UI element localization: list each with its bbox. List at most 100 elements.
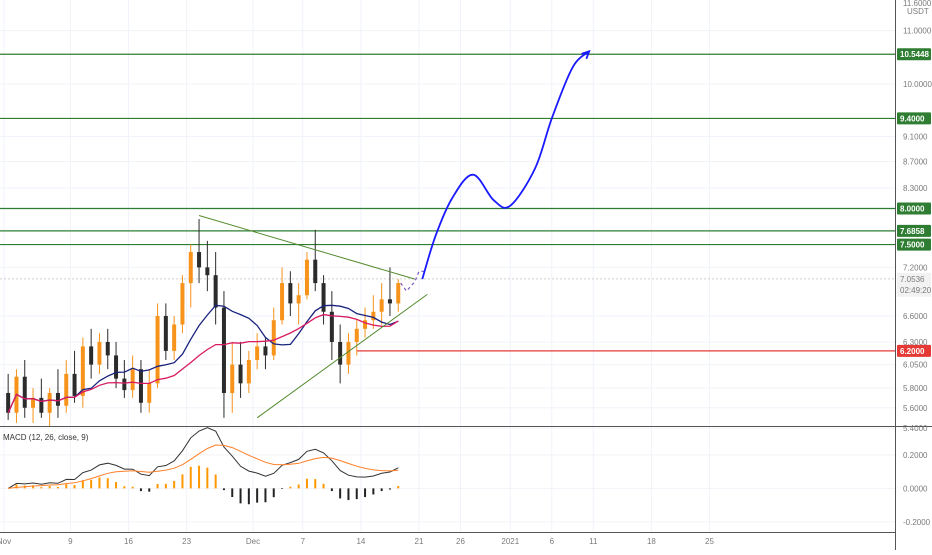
candle-body [6, 392, 11, 413]
drawings-layer [198, 49, 591, 419]
candle-body [138, 369, 143, 403]
macd-tick-label: -0.2000 [903, 518, 931, 527]
time-tick-label: 9 [68, 537, 73, 546]
candle-body [296, 295, 301, 304]
time-tick-label: 25 [705, 537, 714, 546]
candle-body [304, 259, 309, 296]
price-tick-label: 6.6000 [903, 312, 928, 321]
candle-body [321, 283, 326, 312]
candle-body [39, 397, 44, 413]
currency-label: USDT [907, 7, 929, 16]
price-badge [897, 224, 931, 237]
candle-body [313, 259, 318, 284]
candle-body [379, 299, 384, 312]
candle-body [396, 283, 401, 304]
projection-dashed-path [400, 270, 428, 293]
candle-body [105, 341, 110, 356]
candle-body [238, 364, 243, 384]
macd-tick-label: 0.0000 [903, 484, 928, 493]
time-tick-label: 23 [182, 537, 191, 546]
price-badge [897, 112, 931, 125]
candle-body [22, 376, 27, 408]
price-badge [897, 344, 931, 357]
price-tick-label: 11.0000 [903, 27, 932, 36]
candle-body [47, 392, 52, 413]
time-tick-label: 7 [301, 537, 306, 546]
candle-body [246, 359, 251, 384]
price-badge-label: 9.4000 [900, 114, 925, 123]
price-badge-label: 7.5000 [900, 241, 925, 250]
candle-body [97, 341, 102, 365]
grid-layer [0, 0, 895, 532]
candle-body [114, 355, 119, 379]
candles-layer [6, 219, 401, 426]
candle-body [329, 311, 334, 342]
macd-title: MACD (12, 26, close, 9) [3, 433, 89, 442]
candle-body [338, 341, 343, 365]
candle-body [263, 346, 268, 356]
candle-body [122, 378, 127, 391]
moving-averages-layer [7, 304, 399, 414]
price-badge [897, 238, 931, 251]
candle-body [371, 311, 376, 321]
candle-body [147, 383, 152, 403]
price-badge-label: 7.6858 [900, 227, 925, 236]
current-price-label: 7.0536 [900, 275, 925, 284]
levels-layer [0, 53, 895, 352]
candle-body [205, 267, 210, 276]
candle-body [180, 283, 185, 325]
moving-average-line [7, 313, 399, 414]
candle-body [280, 283, 285, 321]
time-tick-label: 21 [415, 537, 424, 546]
price-tick-label: 6.3000 [903, 338, 928, 347]
price-badges-layer: 10.5448 9.4000 8.0000 7.6858 7.5000 6.2000 7.0… [897, 48, 932, 357]
candle-body [346, 341, 351, 365]
macd-line [7, 427, 399, 489]
price-tick-label: 5.8000 [903, 384, 928, 393]
candle-body [363, 320, 368, 329]
price-tick-label: 8.7000 [903, 158, 928, 167]
price-badge-label: 10.5448 [900, 50, 929, 59]
macd-layer: 0.2000 0.0000 -0.2000 [0, 427, 931, 527]
time-tick-label: Nov [0, 537, 11, 546]
candle-body [155, 315, 160, 384]
top-tick-label: 11.6000 [903, 0, 932, 8]
candle-body [130, 369, 135, 391]
time-axis[interactable]: Nov 9 16 23 Dec 7 14 21 26 2021 6 11 18 25 [0, 537, 714, 546]
candle-body [31, 397, 36, 408]
triangle-lower-line [256, 293, 428, 419]
candle-body [172, 324, 177, 351]
candle-body [64, 373, 69, 406]
time-tick-label: 14 [356, 537, 365, 546]
candle-body [221, 307, 226, 393]
time-tick-label: 11 [589, 537, 598, 546]
price-tick-label: 5.6000 [903, 404, 928, 413]
time-tick-label: 26 [456, 537, 465, 546]
candle-body [255, 346, 260, 360]
candle-body [230, 364, 235, 393]
candle-body [271, 320, 276, 356]
projection-arrow-head [581, 49, 591, 60]
time-tick-label: 6 [550, 537, 555, 546]
triangle-upper-line [198, 215, 415, 280]
candle-body [288, 283, 293, 304]
price-tick-label: 9.1000 [903, 133, 928, 142]
candle-body [163, 315, 168, 351]
time-tick-label: Dec [246, 537, 260, 546]
macd-tick-label: 0.2000 [903, 451, 928, 460]
time-tick-label: 2021 [501, 537, 519, 546]
price-badge-label: 8.0000 [900, 205, 925, 214]
candle-body [80, 346, 85, 396]
candle-body [197, 252, 202, 268]
time-tick-label: 18 [647, 537, 656, 546]
price-tick-label: 5.4000 [903, 424, 928, 433]
countdown-label: 02:49:20 [900, 286, 932, 295]
candle-body [354, 328, 359, 342]
price-tick-label: 10.0000 [903, 80, 932, 89]
macd-signal-line [8, 444, 399, 489]
price-badge [897, 202, 931, 215]
candle-body [387, 299, 392, 304]
price-tick-label: 7.2000 [903, 263, 928, 272]
